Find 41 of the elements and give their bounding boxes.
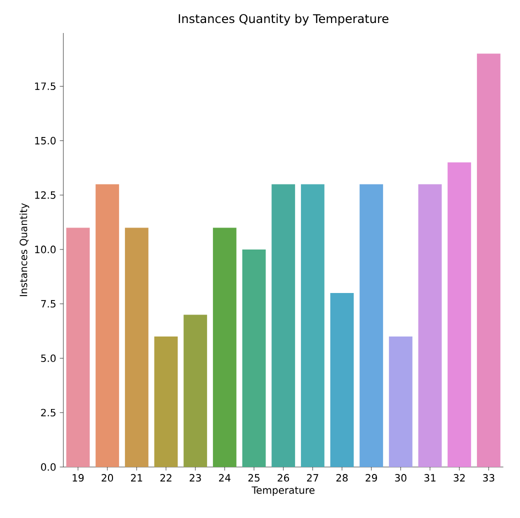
bar — [66, 228, 90, 467]
x-tick-label: 25 — [248, 474, 260, 482]
x-tick-label: 28 — [336, 474, 348, 482]
x-tick-label: 29 — [366, 474, 377, 482]
y-axis-title: Instances Quantity — [19, 203, 30, 296]
x-tick-label: 26 — [278, 474, 290, 482]
bar — [418, 184, 442, 467]
bar — [96, 184, 120, 467]
bar — [154, 336, 178, 467]
chart-title: Instances Quantity by Temperature — [178, 14, 388, 26]
bar — [448, 162, 472, 467]
x-tick-label: 20 — [102, 474, 114, 482]
x-tick-label: 27 — [307, 474, 318, 482]
y-tick-label: 2.5 — [41, 408, 56, 416]
bar — [330, 292, 354, 467]
x-tick-label: 31 — [424, 474, 436, 482]
x-tick-label: 19 — [72, 474, 84, 482]
y-tick-label: 12.5 — [35, 191, 56, 199]
bar — [388, 336, 412, 467]
y-tick-label: 5.0 — [41, 354, 56, 362]
bar — [360, 184, 384, 467]
bar — [124, 228, 148, 467]
x-tick-label: 24 — [219, 474, 230, 482]
y-tick-label: 0.0 — [41, 463, 56, 471]
x-tick-label: 30 — [395, 474, 406, 482]
x-tick-label: 21 — [131, 474, 142, 482]
bar — [184, 314, 208, 467]
x-tick-label: 22 — [160, 474, 172, 482]
bar — [476, 54, 500, 467]
x-tick-label: 33 — [483, 474, 494, 482]
y-tick-label: 7.5 — [41, 300, 56, 308]
bar — [300, 184, 324, 467]
y-tick-label: 15.0 — [35, 136, 56, 144]
x-tick-label: 32 — [454, 474, 465, 482]
y-tick-label: 17.5 — [35, 82, 56, 90]
bar — [242, 249, 266, 467]
x-tick-label: 23 — [190, 474, 201, 482]
bar — [272, 184, 296, 467]
bar — [212, 228, 236, 467]
y-tick-label: 10.0 — [35, 246, 56, 254]
x-axis-title: Temperature — [252, 486, 314, 496]
